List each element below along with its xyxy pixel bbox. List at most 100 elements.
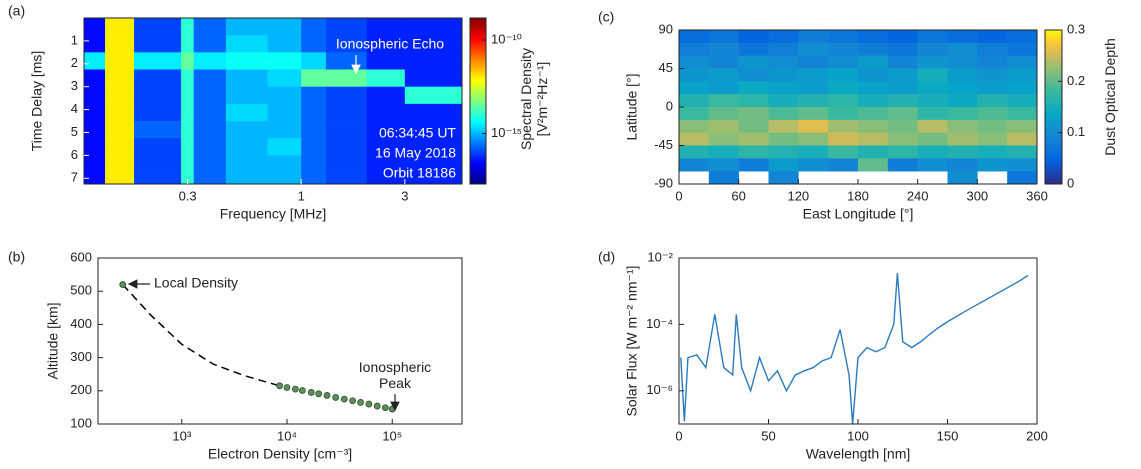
heatmap-cell	[917, 55, 948, 69]
heatmap-cell	[798, 145, 829, 159]
density-point	[373, 402, 381, 410]
colorbar-segment	[1045, 105, 1062, 108]
colorbar-segment	[470, 32, 486, 36]
heatmap-cell	[947, 55, 978, 69]
heatmap-cell	[947, 42, 978, 56]
heatmap-cell	[798, 42, 829, 56]
colorbar-segment	[470, 127, 486, 131]
heatmap-cell	[679, 81, 710, 95]
heatmap-cell	[193, 155, 227, 173]
heatmap-cell	[301, 35, 327, 53]
colorbar-segment	[1045, 128, 1062, 131]
colorbar-segment	[1045, 70, 1062, 73]
colorbar-segment	[1045, 35, 1062, 39]
heatmap-cell	[679, 132, 710, 146]
y-tick-label: 100	[70, 415, 92, 430]
heatmap-cell	[798, 68, 829, 82]
x-tick-label: 10⁵	[382, 428, 402, 443]
heatmap-cell	[134, 69, 182, 87]
colorbar-segment	[1045, 176, 1062, 179]
heatmap-cell	[708, 107, 739, 121]
heatmap-cell	[947, 68, 978, 82]
colorbar-segment	[1045, 72, 1062, 75]
colorbar-segment	[470, 163, 486, 166]
heatmap-cell	[858, 158, 889, 172]
heatmap-cell	[768, 171, 799, 185]
heatmap-cell	[301, 18, 327, 36]
colorbar-segment	[1045, 132, 1062, 135]
heatmap-cell	[181, 52, 195, 70]
colorbar-segment	[1045, 56, 1062, 60]
y-tick-label: 500	[70, 283, 92, 298]
heatmap-cell	[1007, 30, 1038, 44]
heatmap-cell	[828, 107, 859, 121]
y-tick-label: 10⁻⁶	[646, 382, 673, 397]
heatmap-cell	[679, 119, 710, 133]
colorbar-segment	[470, 109, 486, 112]
colorbar-segment	[1045, 74, 1062, 77]
x-tick-label: 360	[1026, 188, 1048, 203]
heatmap-cell	[738, 145, 769, 159]
colorbar-segment	[1045, 53, 1062, 56]
heatmap-cell	[768, 107, 799, 121]
panel-label: (d)	[598, 249, 615, 265]
colorbar-segment	[1045, 126, 1062, 129]
colorbar-segment	[470, 88, 486, 92]
heatmap-cell	[193, 138, 227, 156]
heatmap-cell	[708, 68, 739, 82]
heatmap-cell	[404, 172, 463, 185]
heatmap-cell	[134, 138, 182, 156]
x-tick-label: 0	[675, 188, 682, 203]
heatmap-cell	[768, 42, 799, 56]
colorbar-segment	[1045, 95, 1062, 98]
heatmap-cell	[768, 132, 799, 146]
x-tick-label: 10⁴	[277, 428, 297, 443]
heatmap-cell	[325, 121, 367, 139]
density-point	[307, 389, 315, 396]
heatmap-cell	[1007, 94, 1038, 108]
heatmap-cell	[267, 18, 302, 36]
density-point	[298, 387, 306, 394]
colorbar-segment	[470, 138, 486, 141]
colorbar-segment	[1045, 49, 1062, 52]
colorbar-segment	[470, 61, 486, 65]
colorbar-segment	[1045, 149, 1062, 152]
colorbar-segment	[470, 96, 486, 100]
colorbar-segment	[470, 150, 486, 154]
heatmap-cell	[225, 103, 268, 122]
heatmap-cell	[193, 103, 227, 122]
colorbar-segment	[470, 53, 486, 56]
colorbar-segment	[470, 51, 486, 54]
x-tick-label: 120	[787, 188, 809, 203]
heatmap-cell	[301, 155, 327, 173]
colorbar-segment	[1045, 145, 1062, 148]
heatmap-cell	[366, 172, 406, 185]
heatmap-cell	[84, 172, 106, 185]
colorbar-segment	[1045, 60, 1062, 64]
colorbar-segment	[1045, 78, 1062, 81]
heatmap-cell	[181, 155, 195, 173]
y-tick-label: 90	[659, 21, 673, 36]
heatmap-cell	[858, 68, 889, 82]
heatmap-cell	[267, 86, 302, 105]
heatmap-cell	[404, 35, 463, 53]
heatmap-cell	[679, 30, 710, 44]
heatmap-cell	[798, 119, 829, 133]
plot-frame	[83, 17, 463, 185]
colorbar-label: Spectral Density [V²m⁻²Hz⁻¹]	[518, 48, 550, 150]
heatmap-cell	[708, 81, 739, 95]
colorbar-segment	[1045, 89, 1062, 93]
colorbar-segment	[1045, 107, 1062, 110]
colorbar-segment	[1045, 139, 1062, 143]
colorbar-tick-label: 0.3	[1067, 21, 1085, 36]
x-axis-label: Electron Density [cm⁻³]	[208, 446, 352, 462]
heatmap-cell	[768, 55, 799, 69]
heatmap-cell	[404, 121, 463, 139]
colorbar-segment	[470, 67, 486, 71]
heatmap-cell	[301, 103, 327, 122]
colorbar-segment	[470, 115, 486, 119]
colorbar-segment	[470, 49, 486, 52]
heatmap-cell	[828, 42, 859, 56]
annotation: 16 May 2018	[375, 145, 456, 161]
